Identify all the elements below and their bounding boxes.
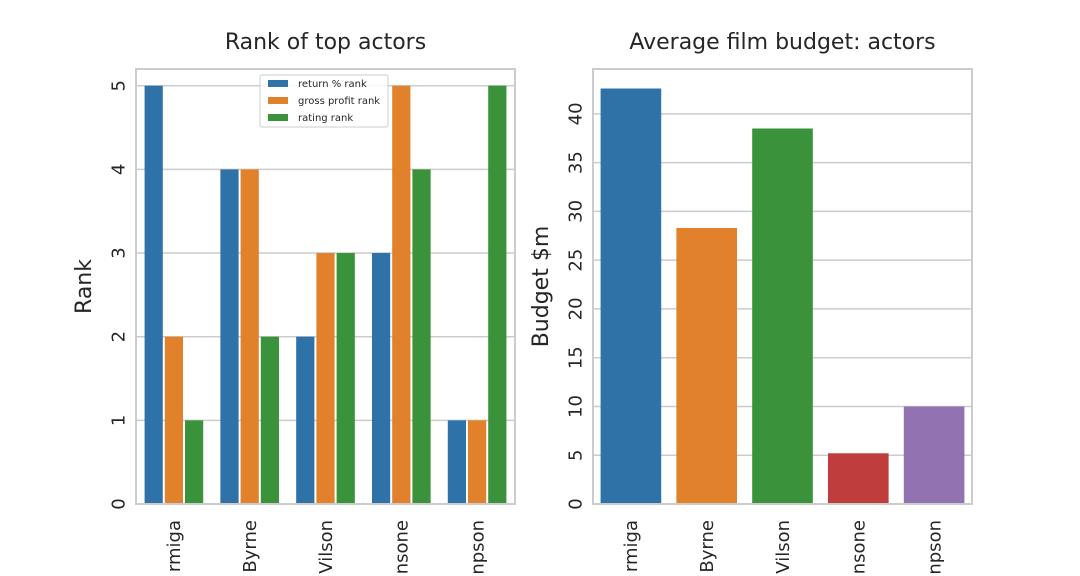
legend-label: gross profit rank xyxy=(298,96,380,107)
chart-panel-2: Average film budget: actors 0 5 10 15 20 25 30 3… xyxy=(529,30,973,575)
bar xyxy=(336,253,355,504)
x-tick-label: rmiga xyxy=(164,520,185,572)
y-tick-label: 2 xyxy=(108,331,129,342)
legend-swatch xyxy=(268,97,288,104)
bar xyxy=(676,227,738,504)
y-tick-label: 40 xyxy=(565,102,586,125)
y-tick-label: 3 xyxy=(108,247,129,258)
axes-frame xyxy=(135,68,516,505)
bar xyxy=(447,420,466,504)
y-tick-label: 0 xyxy=(108,498,129,509)
x-tick-label: npson xyxy=(924,520,945,575)
y-tick-label: 5 xyxy=(565,450,586,461)
y-tick-label: 15 xyxy=(565,346,586,369)
bar xyxy=(827,453,889,504)
bar xyxy=(488,85,507,504)
x-tick-label: Byrne xyxy=(240,520,261,573)
chart-panel-1: Rank of top actors 0 1 2 3 4 5 Rank rmiga Byrne Vi… xyxy=(72,30,516,575)
y-tick-label: 4 xyxy=(108,164,129,175)
x-tick-label: rmiga xyxy=(621,520,642,572)
bar xyxy=(240,169,259,504)
chart-title: Average film budget: actors xyxy=(629,30,935,55)
y-axis-label: Budget $m xyxy=(529,226,554,348)
x-tick-label: nsone xyxy=(392,520,413,574)
chart-title: Rank of top actors xyxy=(225,30,426,55)
bar xyxy=(144,85,163,504)
bar xyxy=(316,253,335,504)
legend-box xyxy=(259,74,389,128)
bar xyxy=(296,336,315,504)
y-tick-label: 5 xyxy=(108,80,129,91)
x-tick-label: Vilson xyxy=(316,520,337,574)
x-tick-label: Byrne xyxy=(697,520,718,573)
bar xyxy=(752,128,813,504)
bar xyxy=(467,420,487,504)
axes-frame xyxy=(592,68,973,505)
bar xyxy=(903,406,965,504)
bar xyxy=(371,253,391,504)
y-tick-label: 1 xyxy=(108,415,129,426)
x-tick-label: nsone xyxy=(849,520,870,574)
bar xyxy=(164,336,184,504)
y-tick-label: 30 xyxy=(565,200,586,223)
y-tick-label: 25 xyxy=(565,249,586,272)
y-tick-label: 20 xyxy=(565,297,586,320)
legend-label: return % rank xyxy=(298,79,367,90)
x-tick-label: Vilson xyxy=(773,520,794,574)
legend-swatch xyxy=(268,114,288,121)
legend-label: rating rank xyxy=(298,113,353,124)
legend-swatch xyxy=(268,80,288,87)
bar xyxy=(392,85,411,504)
bar xyxy=(185,420,204,504)
y-tick-label: 10 xyxy=(565,395,586,418)
legend: return % rank gross profit rank rating ran… xyxy=(259,74,389,128)
bar xyxy=(260,336,280,504)
y-tick-label: 0 xyxy=(565,498,586,509)
y-tick-label: 35 xyxy=(565,151,586,174)
bar xyxy=(220,169,239,504)
bar xyxy=(600,88,662,505)
x-tick-label: npson xyxy=(467,520,488,575)
y-axis-label: Rank xyxy=(72,259,97,314)
bar xyxy=(412,169,431,504)
